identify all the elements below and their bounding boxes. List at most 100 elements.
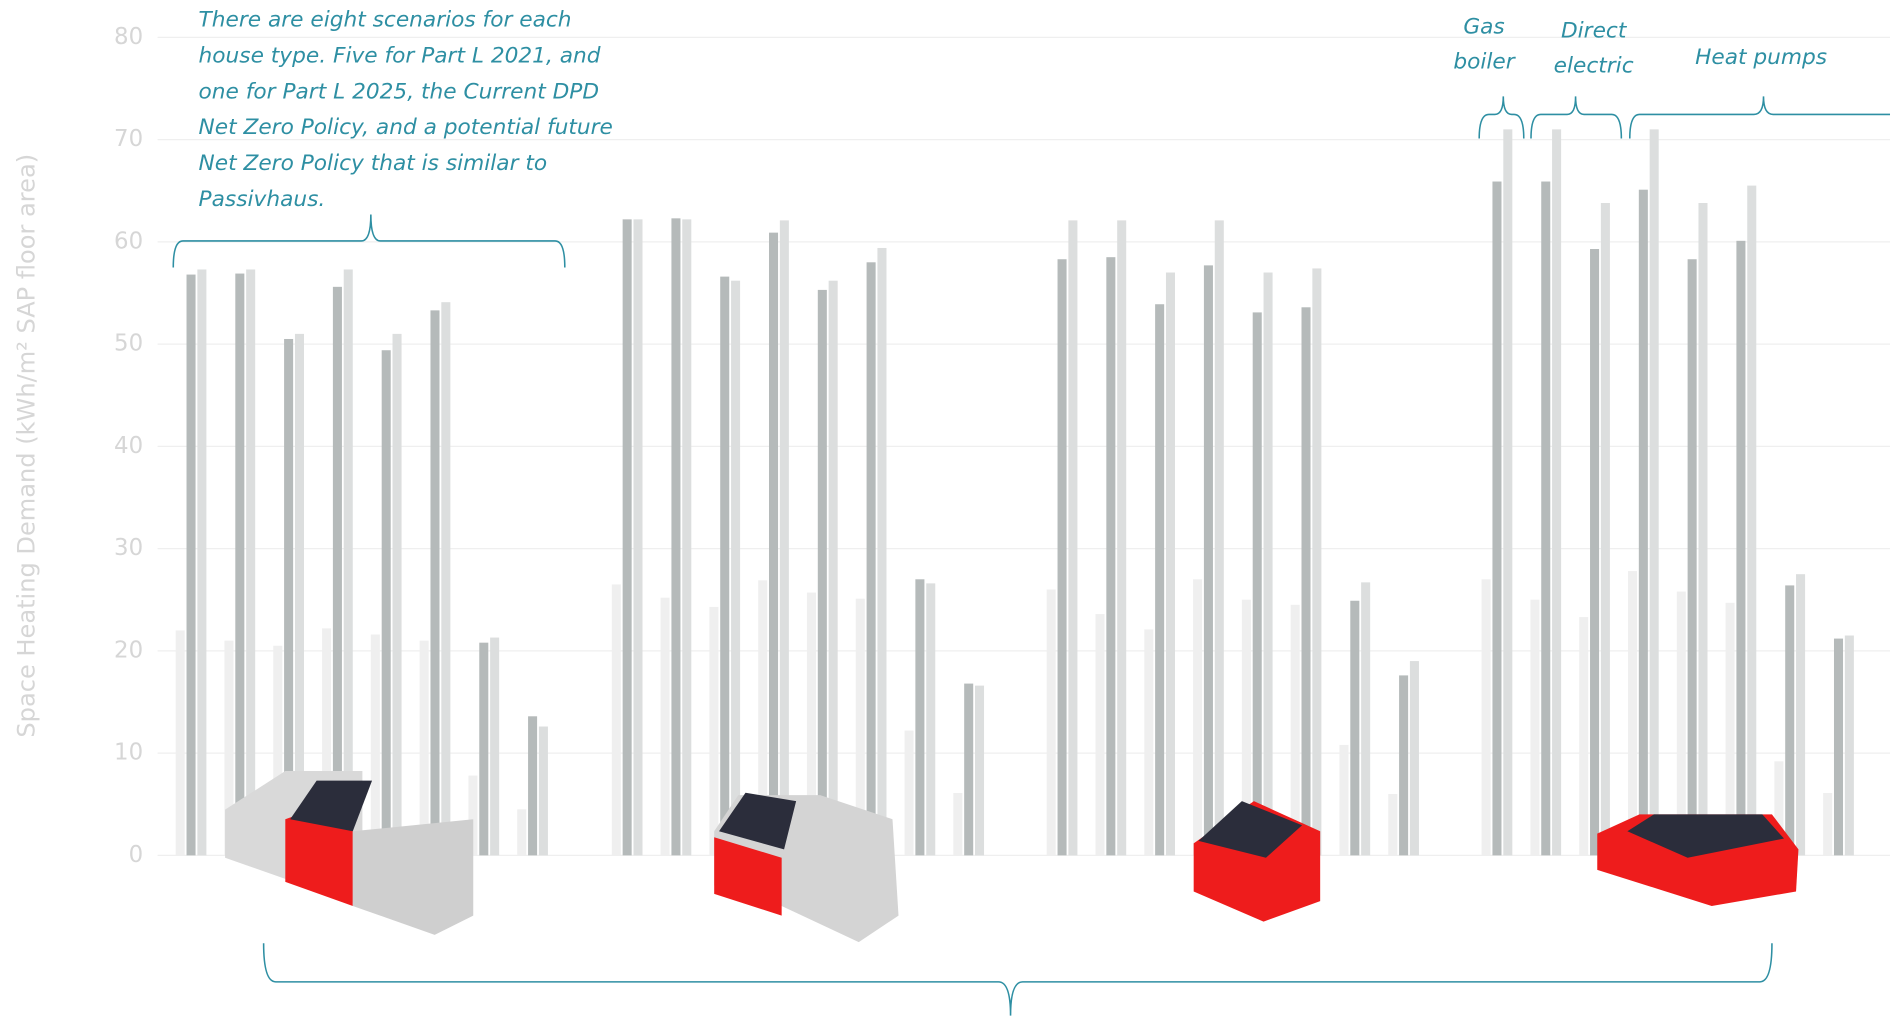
bar bbox=[1503, 129, 1513, 856]
y-tick-label: 20 bbox=[114, 637, 143, 663]
bar bbox=[1144, 629, 1154, 856]
annotation: house type. Five for Part L 2021, and bbox=[199, 43, 601, 68]
bar bbox=[1263, 272, 1273, 856]
bar bbox=[1350, 600, 1360, 856]
bar bbox=[1823, 792, 1833, 856]
bar bbox=[224, 640, 234, 856]
bar bbox=[197, 269, 207, 856]
annotation: Direct bbox=[1561, 18, 1628, 43]
bar bbox=[1339, 744, 1349, 856]
bar bbox=[1388, 794, 1398, 856]
bar bbox=[1492, 181, 1502, 856]
bar bbox=[419, 640, 429, 856]
annotation: There are eight scenarios for each bbox=[199, 7, 572, 32]
bar bbox=[964, 683, 974, 856]
y-tick-label: 10 bbox=[114, 740, 143, 766]
y-axis-label: Space Heating Demand (kWh/m² SAP floor a… bbox=[12, 154, 40, 738]
bar bbox=[731, 280, 741, 856]
bar bbox=[517, 809, 527, 856]
bar bbox=[817, 289, 827, 856]
bar bbox=[479, 642, 489, 856]
bar bbox=[381, 350, 391, 856]
bar bbox=[1530, 599, 1540, 856]
bar bbox=[828, 280, 838, 856]
bar bbox=[660, 597, 670, 856]
annotation: Net Zero Policy, and a potential future bbox=[199, 115, 613, 140]
annotation: boiler bbox=[1453, 50, 1516, 75]
bar bbox=[866, 262, 876, 856]
bar bbox=[1676, 591, 1686, 856]
annotation: one for Part L 2025, the Current DPD bbox=[199, 79, 599, 104]
bar bbox=[1725, 602, 1735, 856]
bar bbox=[1600, 202, 1610, 856]
bar bbox=[1409, 661, 1419, 856]
bar bbox=[877, 247, 887, 856]
bar bbox=[1301, 307, 1311, 856]
bar bbox=[1796, 574, 1806, 856]
bar bbox=[1590, 249, 1600, 856]
bar bbox=[322, 628, 332, 856]
bar bbox=[468, 775, 478, 856]
bar bbox=[246, 269, 256, 856]
bar bbox=[1541, 181, 1551, 856]
bar bbox=[953, 792, 963, 856]
bar bbox=[806, 592, 816, 856]
bar bbox=[1481, 579, 1491, 856]
bar bbox=[1252, 312, 1262, 856]
bar bbox=[915, 579, 925, 856]
bar bbox=[392, 333, 402, 856]
solar-roof bbox=[719, 792, 797, 850]
y-tick-label: 50 bbox=[114, 331, 143, 357]
bar bbox=[1106, 257, 1116, 856]
bar bbox=[175, 630, 185, 856]
bar bbox=[1155, 304, 1165, 856]
y-tick-label: 70 bbox=[114, 126, 143, 152]
bar bbox=[1117, 220, 1127, 856]
y-tick-label: 60 bbox=[114, 228, 143, 254]
solar-roof bbox=[1627, 814, 1784, 858]
bar bbox=[904, 730, 914, 856]
brace bbox=[1530, 96, 1623, 139]
bar bbox=[294, 333, 304, 856]
bar bbox=[284, 338, 294, 856]
house bbox=[714, 837, 782, 916]
solar-roof bbox=[290, 780, 373, 832]
bar bbox=[671, 218, 681, 856]
bar bbox=[1774, 761, 1784, 856]
bar bbox=[1290, 604, 1300, 856]
bar bbox=[1579, 617, 1589, 856]
bar bbox=[769, 232, 779, 856]
house-illustrations bbox=[225, 771, 1799, 943]
bar bbox=[611, 584, 621, 856]
bar bbox=[1552, 129, 1562, 856]
bar bbox=[186, 274, 196, 856]
bar bbox=[855, 598, 865, 856]
bar bbox=[1361, 582, 1371, 856]
bar bbox=[1627, 571, 1638, 856]
annotation: Gas bbox=[1463, 15, 1504, 40]
solar-roof bbox=[1198, 801, 1303, 858]
bar bbox=[1057, 259, 1067, 856]
bar bbox=[1193, 579, 1203, 856]
y-tick-label: 40 bbox=[114, 433, 143, 459]
bar bbox=[709, 606, 719, 856]
bar bbox=[1046, 589, 1056, 856]
bar bbox=[975, 685, 985, 856]
bar bbox=[779, 220, 789, 856]
bar bbox=[1203, 265, 1213, 856]
bar bbox=[758, 580, 768, 856]
annotation: Passivhaus. bbox=[199, 187, 326, 212]
bar bbox=[622, 219, 632, 856]
bar bbox=[633, 219, 643, 856]
bar bbox=[1214, 220, 1224, 856]
annotation: Heat pumps bbox=[1695, 45, 1827, 70]
bar bbox=[528, 716, 538, 856]
annotation: Net Zero Policy that is similar to bbox=[199, 151, 548, 176]
bar bbox=[1649, 129, 1659, 856]
bar bbox=[430, 310, 440, 856]
bar bbox=[1698, 202, 1708, 856]
bar bbox=[926, 583, 936, 856]
bar bbox=[1785, 585, 1795, 856]
bar bbox=[1399, 675, 1409, 856]
bar bbox=[273, 645, 283, 856]
